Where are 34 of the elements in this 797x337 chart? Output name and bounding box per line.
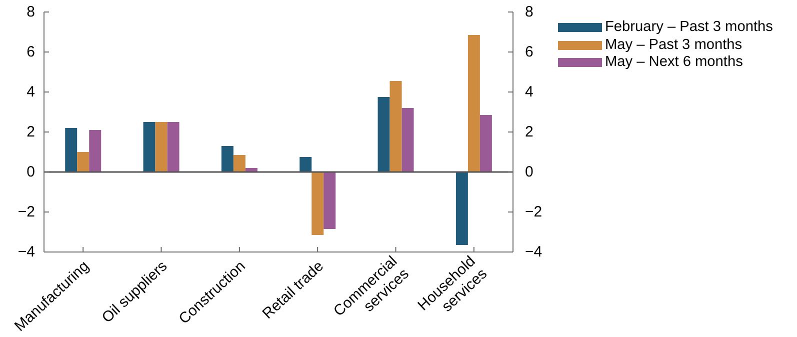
legend-label: February – Past 3 months: [605, 19, 773, 36]
bar: [77, 152, 90, 172]
bar: [480, 115, 492, 172]
bar: [155, 122, 168, 172]
y-tick-label: −4: [18, 244, 35, 260]
y2-tick-label: 6: [525, 44, 534, 60]
bar: [402, 108, 414, 172]
bar: [233, 155, 246, 172]
bar: [468, 35, 480, 172]
bar: [324, 172, 336, 229]
bar: [456, 172, 468, 245]
y2-tick-label: −4: [525, 244, 542, 260]
bar: [300, 157, 312, 172]
legend-label: May – Past 3 months: [605, 36, 742, 54]
y-tick-label: −2: [18, 204, 35, 220]
y-tick-label: 4: [26, 84, 35, 100]
y-tick-label: 0: [26, 164, 35, 180]
bar: [167, 122, 180, 172]
bar: [390, 81, 402, 172]
bar: [65, 128, 78, 172]
y2-tick-label: 2: [525, 124, 534, 140]
bar: [312, 172, 324, 235]
y-tick-label: 2: [26, 124, 35, 140]
legend-label: May – Next 6 months: [605, 54, 743, 72]
bar: [89, 130, 102, 172]
bar: [378, 97, 390, 172]
y2-tick-label: −2: [525, 204, 542, 220]
bar: [221, 146, 234, 172]
y-tick-label: 8: [26, 4, 35, 20]
bar: [143, 122, 156, 172]
y2-tick-label: 0: [525, 164, 534, 180]
y2-tick-label: 4: [525, 84, 534, 100]
y-tick-label: 6: [26, 44, 35, 60]
y2-tick-label: 8: [525, 4, 534, 20]
